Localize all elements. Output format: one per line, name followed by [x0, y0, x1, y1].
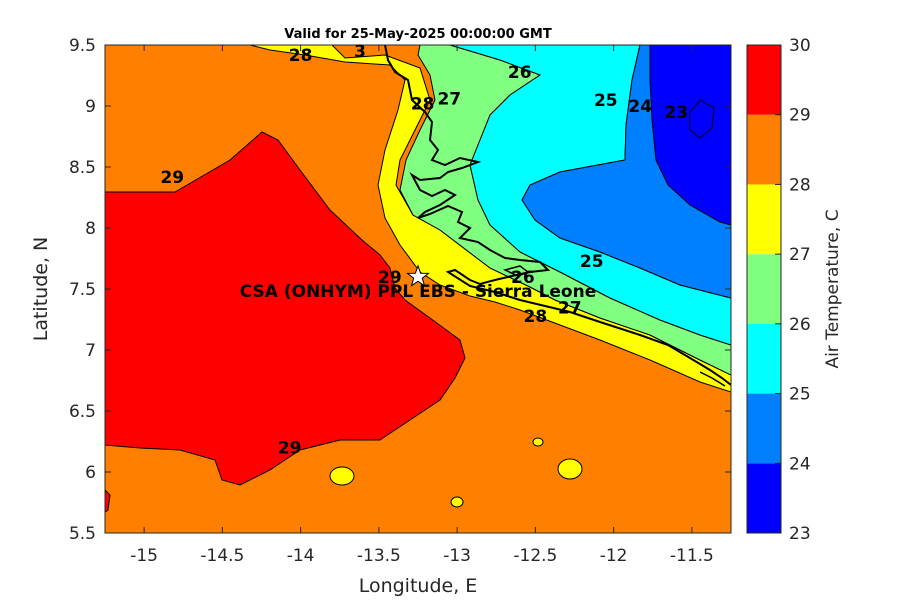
- contour-label: 23: [664, 103, 688, 123]
- colorbar-segment: [747, 463, 781, 533]
- y-tick-label: 6.5: [69, 402, 96, 422]
- colorbar-tick-label: 27: [789, 245, 811, 265]
- colorbar-tick-label: 29: [789, 106, 811, 126]
- y-tick-label: 9.5: [69, 36, 96, 56]
- contour-label: 28: [289, 46, 313, 66]
- colorbar-tick-label: 24: [789, 454, 811, 474]
- contour-label: 29: [278, 439, 302, 459]
- contour-label: 28: [411, 95, 435, 115]
- coastline: [384, 45, 731, 386]
- temperature-island-27: [557, 458, 583, 480]
- island-outline: [502, 265, 530, 277]
- y-tick-label: 9: [85, 97, 96, 117]
- y-tick-label: 7.5: [69, 280, 96, 300]
- contour-label: 26: [511, 268, 535, 288]
- y-axis-label: Latitude, N: [30, 237, 52, 342]
- colorbar-tick-label: 30: [789, 36, 811, 56]
- contour-label: 28: [524, 307, 548, 327]
- contour-label: 25: [580, 252, 604, 272]
- temperature-band-23-island: [689, 99, 715, 139]
- colorbar-ticks: 23 24 25 26 27 28 29 30: [775, 36, 811, 544]
- temperature-band-29-edge: [105, 489, 111, 513]
- x-tick-label: -11.5: [670, 546, 714, 566]
- colorbar-tick-label: 23: [789, 524, 811, 544]
- colorbar: [747, 45, 781, 533]
- y-axis-ticks: 5.5 6 6.5 7 7.5 8 8.5 9 9.5: [69, 36, 731, 544]
- y-tick-label: 6: [85, 463, 96, 483]
- x-tick-label: -12: [600, 546, 628, 566]
- x-tick-label: -13: [443, 546, 471, 566]
- temperature-band-27: [249, 45, 731, 393]
- x-axis-ticks: -15 -14.5 -14 -13.5 -13 -12.5 -12 -11.5: [130, 45, 714, 566]
- y-tick-label: 5.5: [69, 524, 96, 544]
- temperature-island-27: [450, 496, 464, 508]
- colorbar-label: Air Temperature, C: [823, 209, 843, 368]
- y-tick-label: 8.5: [69, 158, 96, 178]
- x-tick-label: -14.5: [200, 546, 244, 566]
- figure-title: Valid for 25-May-2025 00:00:00 GMT: [284, 27, 552, 42]
- colorbar-segment: [747, 393, 781, 464]
- colorbar-segment: [747, 184, 781, 255]
- colorbar-segment: [747, 254, 781, 324]
- island-outline: [699, 371, 726, 387]
- colorbar-segment: [747, 323, 781, 394]
- colorbar-tick-label: 25: [789, 385, 811, 405]
- colorbar-frame: [746, 44, 782, 534]
- contour-label: 29: [160, 168, 184, 188]
- contour-label: 25: [594, 91, 618, 111]
- x-axis-label: Longitude, E: [359, 575, 478, 597]
- contour-label: 3: [354, 42, 366, 62]
- contour-label: 27: [558, 298, 582, 318]
- temperature-island-27: [329, 466, 355, 486]
- contour-label: 26: [508, 63, 532, 83]
- site-star-icon: [406, 264, 430, 287]
- contour-label: 29: [378, 268, 402, 288]
- site-label: CSA (ONHYM) PPL EBS - Sierra Leone: [240, 282, 597, 302]
- contour-label: 24: [628, 97, 652, 117]
- temperature-band-23: [649, 45, 731, 226]
- contour-label: 27: [437, 90, 461, 110]
- y-tick-label: 8: [85, 219, 96, 239]
- map-plot-area: [105, 45, 731, 533]
- colorbar-tick-label: 28: [789, 175, 811, 195]
- colorbar-tick-label: 26: [789, 315, 811, 335]
- colorbar-segment: [747, 114, 781, 185]
- temperature-band-29: [105, 131, 466, 486]
- colorbar-segment: [747, 45, 781, 115]
- x-tick-label: -13.5: [357, 546, 401, 566]
- temperature-island-27: [532, 437, 544, 447]
- x-tick-label: -12.5: [513, 546, 557, 566]
- y-tick-label: 7: [85, 341, 96, 361]
- x-tick-label: -15: [130, 546, 158, 566]
- x-tick-label: -14: [287, 546, 315, 566]
